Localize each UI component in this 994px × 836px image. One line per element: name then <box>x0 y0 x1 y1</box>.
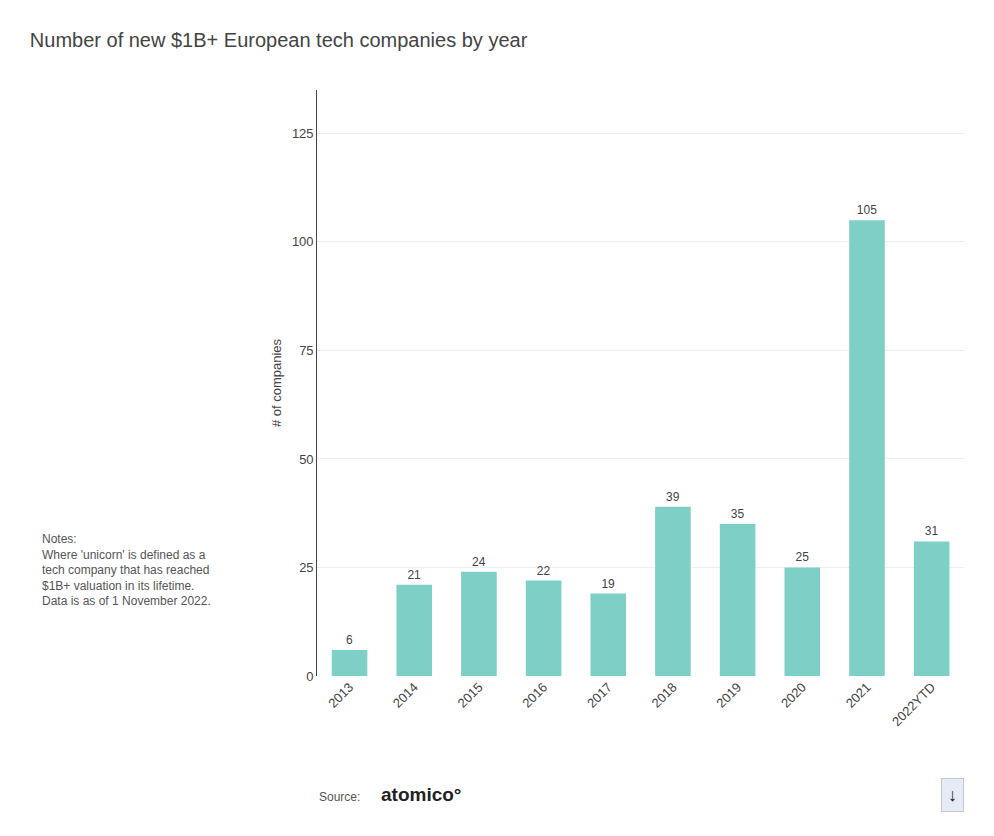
svg-text:2015: 2015 <box>455 680 486 711</box>
svg-text:25: 25 <box>299 560 313 575</box>
svg-text:Notes:Where 'unicorn' is defin: Notes:Where 'unicorn' is defined as atec… <box>42 532 211 608</box>
svg-text:35: 35 <box>731 507 745 521</box>
svg-text:105: 105 <box>857 203 877 217</box>
svg-text:21: 21 <box>407 568 421 582</box>
svg-text:100: 100 <box>292 234 314 249</box>
svg-text:2020: 2020 <box>778 680 809 711</box>
svg-text:2021: 2021 <box>843 680 874 711</box>
svg-text:24: 24 <box>472 555 486 569</box>
svg-text:22: 22 <box>537 564 551 578</box>
svg-text:31: 31 <box>925 524 939 538</box>
svg-text:# of companies: # of companies <box>269 338 284 427</box>
svg-text:19: 19 <box>601 577 615 591</box>
svg-text:6: 6 <box>346 633 353 647</box>
svg-text:50: 50 <box>299 452 313 467</box>
svg-text:25: 25 <box>795 550 809 564</box>
svg-text:atomico°: atomico° <box>381 784 461 805</box>
svg-text:Source:: Source: <box>319 790 360 804</box>
svg-text:2013: 2013 <box>325 680 356 711</box>
svg-text:125: 125 <box>292 126 314 141</box>
svg-text:↓: ↓ <box>948 785 957 805</box>
svg-text:2018: 2018 <box>649 680 680 711</box>
svg-text:0: 0 <box>306 669 313 684</box>
svg-text:Number of new $1B+ European te: Number of new $1B+ European tech compani… <box>30 29 528 51</box>
svg-text:2016: 2016 <box>519 680 550 711</box>
svg-text:2017: 2017 <box>584 680 615 711</box>
svg-text:2022YTD: 2022YTD <box>889 680 938 729</box>
svg-text:75: 75 <box>299 343 313 358</box>
svg-text:2014: 2014 <box>390 680 421 711</box>
svg-text:2019: 2019 <box>713 680 744 711</box>
svg-text:39: 39 <box>666 490 680 504</box>
